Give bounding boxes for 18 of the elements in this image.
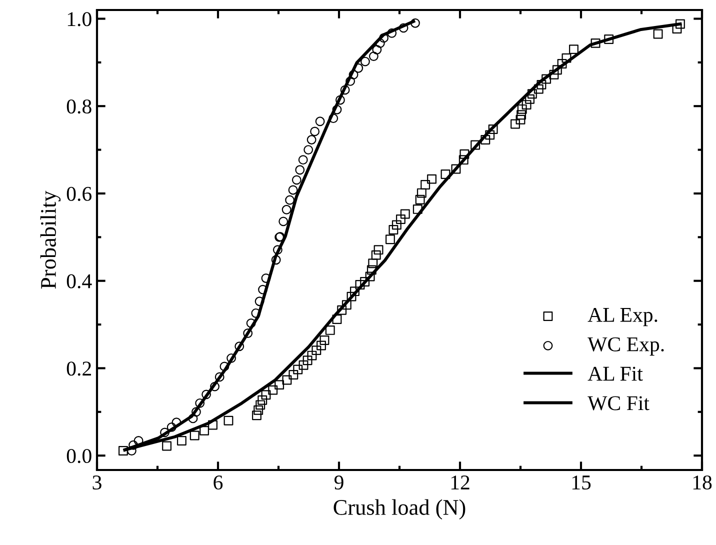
y-tick-label: 0.0 <box>66 448 92 464</box>
y-tick-label: 0.4 <box>66 274 92 288</box>
legend-label: WC Exp. <box>588 337 664 356</box>
x-tick-label: 15 <box>572 476 591 490</box>
y-tick-label: 1.0 <box>68 12 92 26</box>
x-tick-label: 3 <box>92 476 102 490</box>
y-tick-label: 0.8 <box>66 99 92 114</box>
x-tick-label: 9 <box>334 476 344 490</box>
legend-label: WC Fit <box>588 396 650 410</box>
x-axis-title: Crush load (N) <box>334 499 466 520</box>
x-tick-label: 6 <box>214 476 223 490</box>
legend-label: AL Fit <box>588 366 643 381</box>
x-tick-label: 18 <box>693 475 712 490</box>
y-tick-label: 0.2 <box>66 362 91 376</box>
x-tick-label: 12 <box>451 476 470 490</box>
legend-label: AL Exp. <box>588 308 658 326</box>
y-axis-title: Probability <box>40 190 61 289</box>
y-tick-label: 0.6 <box>66 186 92 201</box>
